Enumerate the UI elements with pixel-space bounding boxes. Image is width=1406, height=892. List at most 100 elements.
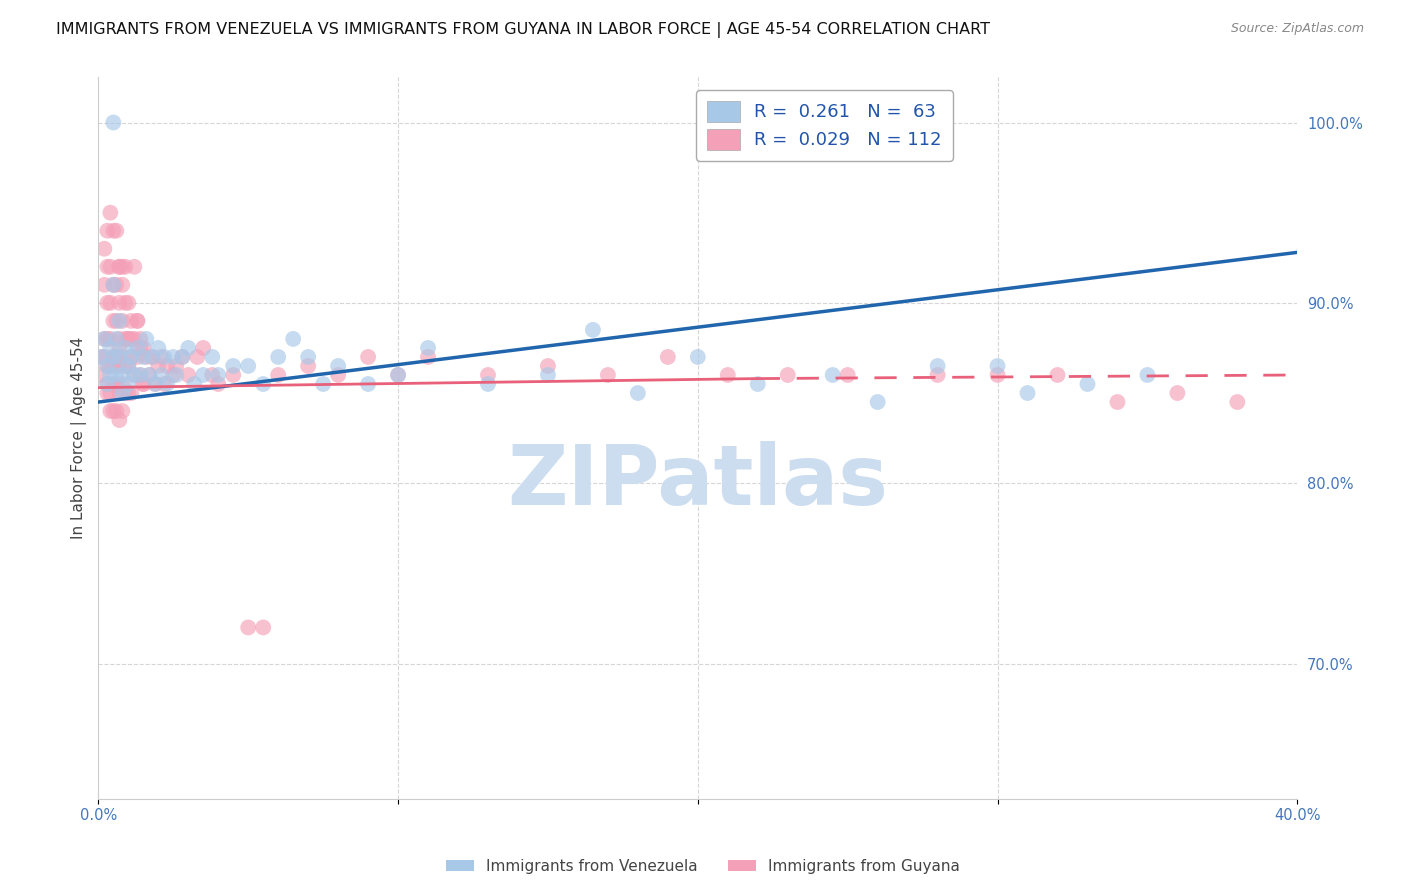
Point: [776, 368, 799, 382]
Point: [148, 341, 170, 355]
Point: [537, 368, 560, 382]
Point: [150, 350, 173, 364]
Legend: R =  0.261   N =  63, R =  0.029   N = 112: R = 0.261 N = 63, R = 0.029 N = 112: [696, 90, 952, 161]
Point: [177, 341, 200, 355]
Point: [105, 350, 128, 364]
Point: [141, 350, 163, 364]
Point: [357, 350, 380, 364]
Point: [117, 359, 139, 373]
Point: [98, 260, 121, 274]
Point: [117, 332, 139, 346]
Point: [821, 368, 844, 382]
Point: [127, 341, 149, 355]
Point: [98, 404, 121, 418]
Point: [90, 350, 112, 364]
Point: [222, 359, 245, 373]
Legend: Immigrants from Venezuela, Immigrants from Guyana: Immigrants from Venezuela, Immigrants fr…: [440, 853, 966, 880]
Point: [143, 376, 166, 391]
Point: [207, 376, 229, 391]
Text: ZIPatlas: ZIPatlas: [508, 441, 889, 522]
Point: [120, 350, 142, 364]
Point: [111, 260, 134, 274]
Point: [132, 341, 155, 355]
Point: [96, 376, 118, 391]
Point: [129, 368, 152, 382]
Point: [90, 350, 112, 364]
Point: [93, 332, 115, 346]
Point: [103, 376, 125, 391]
Point: [153, 376, 176, 391]
Point: [927, 368, 949, 382]
Point: [193, 368, 215, 382]
Point: [135, 350, 157, 364]
Point: [108, 359, 131, 373]
Point: [416, 341, 439, 355]
Point: [108, 413, 131, 427]
Point: [105, 277, 128, 292]
Point: [93, 242, 115, 256]
Point: [98, 386, 121, 401]
Point: [1136, 368, 1159, 382]
Point: [120, 314, 142, 328]
Point: [156, 376, 179, 391]
Point: [108, 314, 131, 328]
Point: [387, 368, 409, 382]
Point: [114, 296, 136, 310]
Point: [98, 368, 121, 382]
Point: [103, 350, 125, 364]
Point: [172, 350, 194, 364]
Point: [156, 359, 179, 373]
Point: [124, 260, 146, 274]
Point: [537, 359, 560, 373]
Point: [105, 224, 128, 238]
Point: [98, 341, 121, 355]
Point: [93, 277, 115, 292]
Point: [747, 376, 769, 391]
Point: [238, 359, 260, 373]
Point: [96, 260, 118, 274]
Point: [96, 376, 118, 391]
Point: [222, 368, 245, 382]
Point: [117, 296, 139, 310]
Point: [129, 332, 152, 346]
Point: [866, 395, 889, 409]
Point: [312, 376, 335, 391]
Point: [132, 376, 155, 391]
Point: [108, 332, 131, 346]
Point: [108, 260, 131, 274]
Point: [90, 368, 112, 382]
Point: [1107, 395, 1129, 409]
Point: [326, 368, 349, 382]
Text: Source: ZipAtlas.com: Source: ZipAtlas.com: [1230, 22, 1364, 36]
Point: [111, 277, 134, 292]
Point: [326, 359, 349, 373]
Point: [108, 350, 131, 364]
Point: [108, 386, 131, 401]
Point: [153, 350, 176, 364]
Point: [986, 359, 1008, 373]
Point: [387, 368, 409, 382]
Point: [193, 341, 215, 355]
Point: [267, 350, 290, 364]
Point: [127, 314, 149, 328]
Text: IMMIGRANTS FROM VENEZUELA VS IMMIGRANTS FROM GUYANA IN LABOR FORCE | AGE 45-54 C: IMMIGRANTS FROM VENEZUELA VS IMMIGRANTS …: [56, 22, 990, 38]
Point: [114, 341, 136, 355]
Point: [103, 277, 125, 292]
Point: [108, 260, 131, 274]
Point: [132, 376, 155, 391]
Point: [117, 359, 139, 373]
Point: [114, 386, 136, 401]
Point: [108, 296, 131, 310]
Point: [141, 350, 163, 364]
Point: [96, 296, 118, 310]
Point: [105, 314, 128, 328]
Point: [1226, 395, 1249, 409]
Point: [477, 368, 499, 382]
Point: [98, 359, 121, 373]
Point: [162, 350, 184, 364]
Point: [138, 368, 160, 382]
Point: [96, 332, 118, 346]
Point: [150, 368, 173, 382]
Point: [96, 386, 118, 401]
Point: [657, 350, 679, 364]
